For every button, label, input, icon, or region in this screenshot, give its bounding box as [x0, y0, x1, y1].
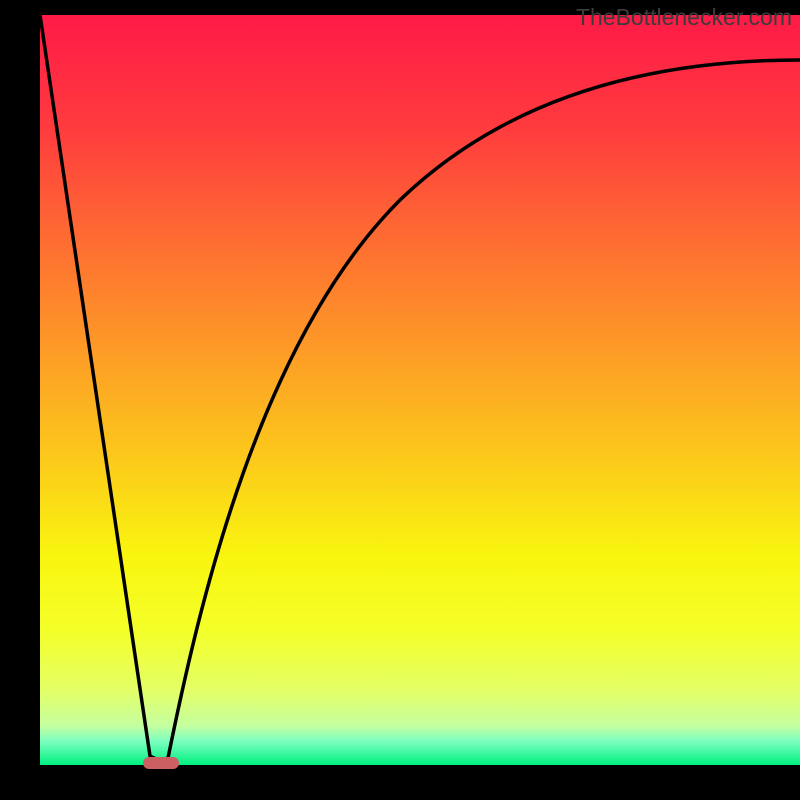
bottleneck-chart-svg — [0, 0, 800, 800]
plot-area — [40, 15, 800, 765]
watermark-text: TheBottlenecker.com — [576, 4, 792, 31]
chart-root: TheBottlenecker.com — [0, 0, 800, 800]
minimum-marker — [143, 757, 179, 769]
